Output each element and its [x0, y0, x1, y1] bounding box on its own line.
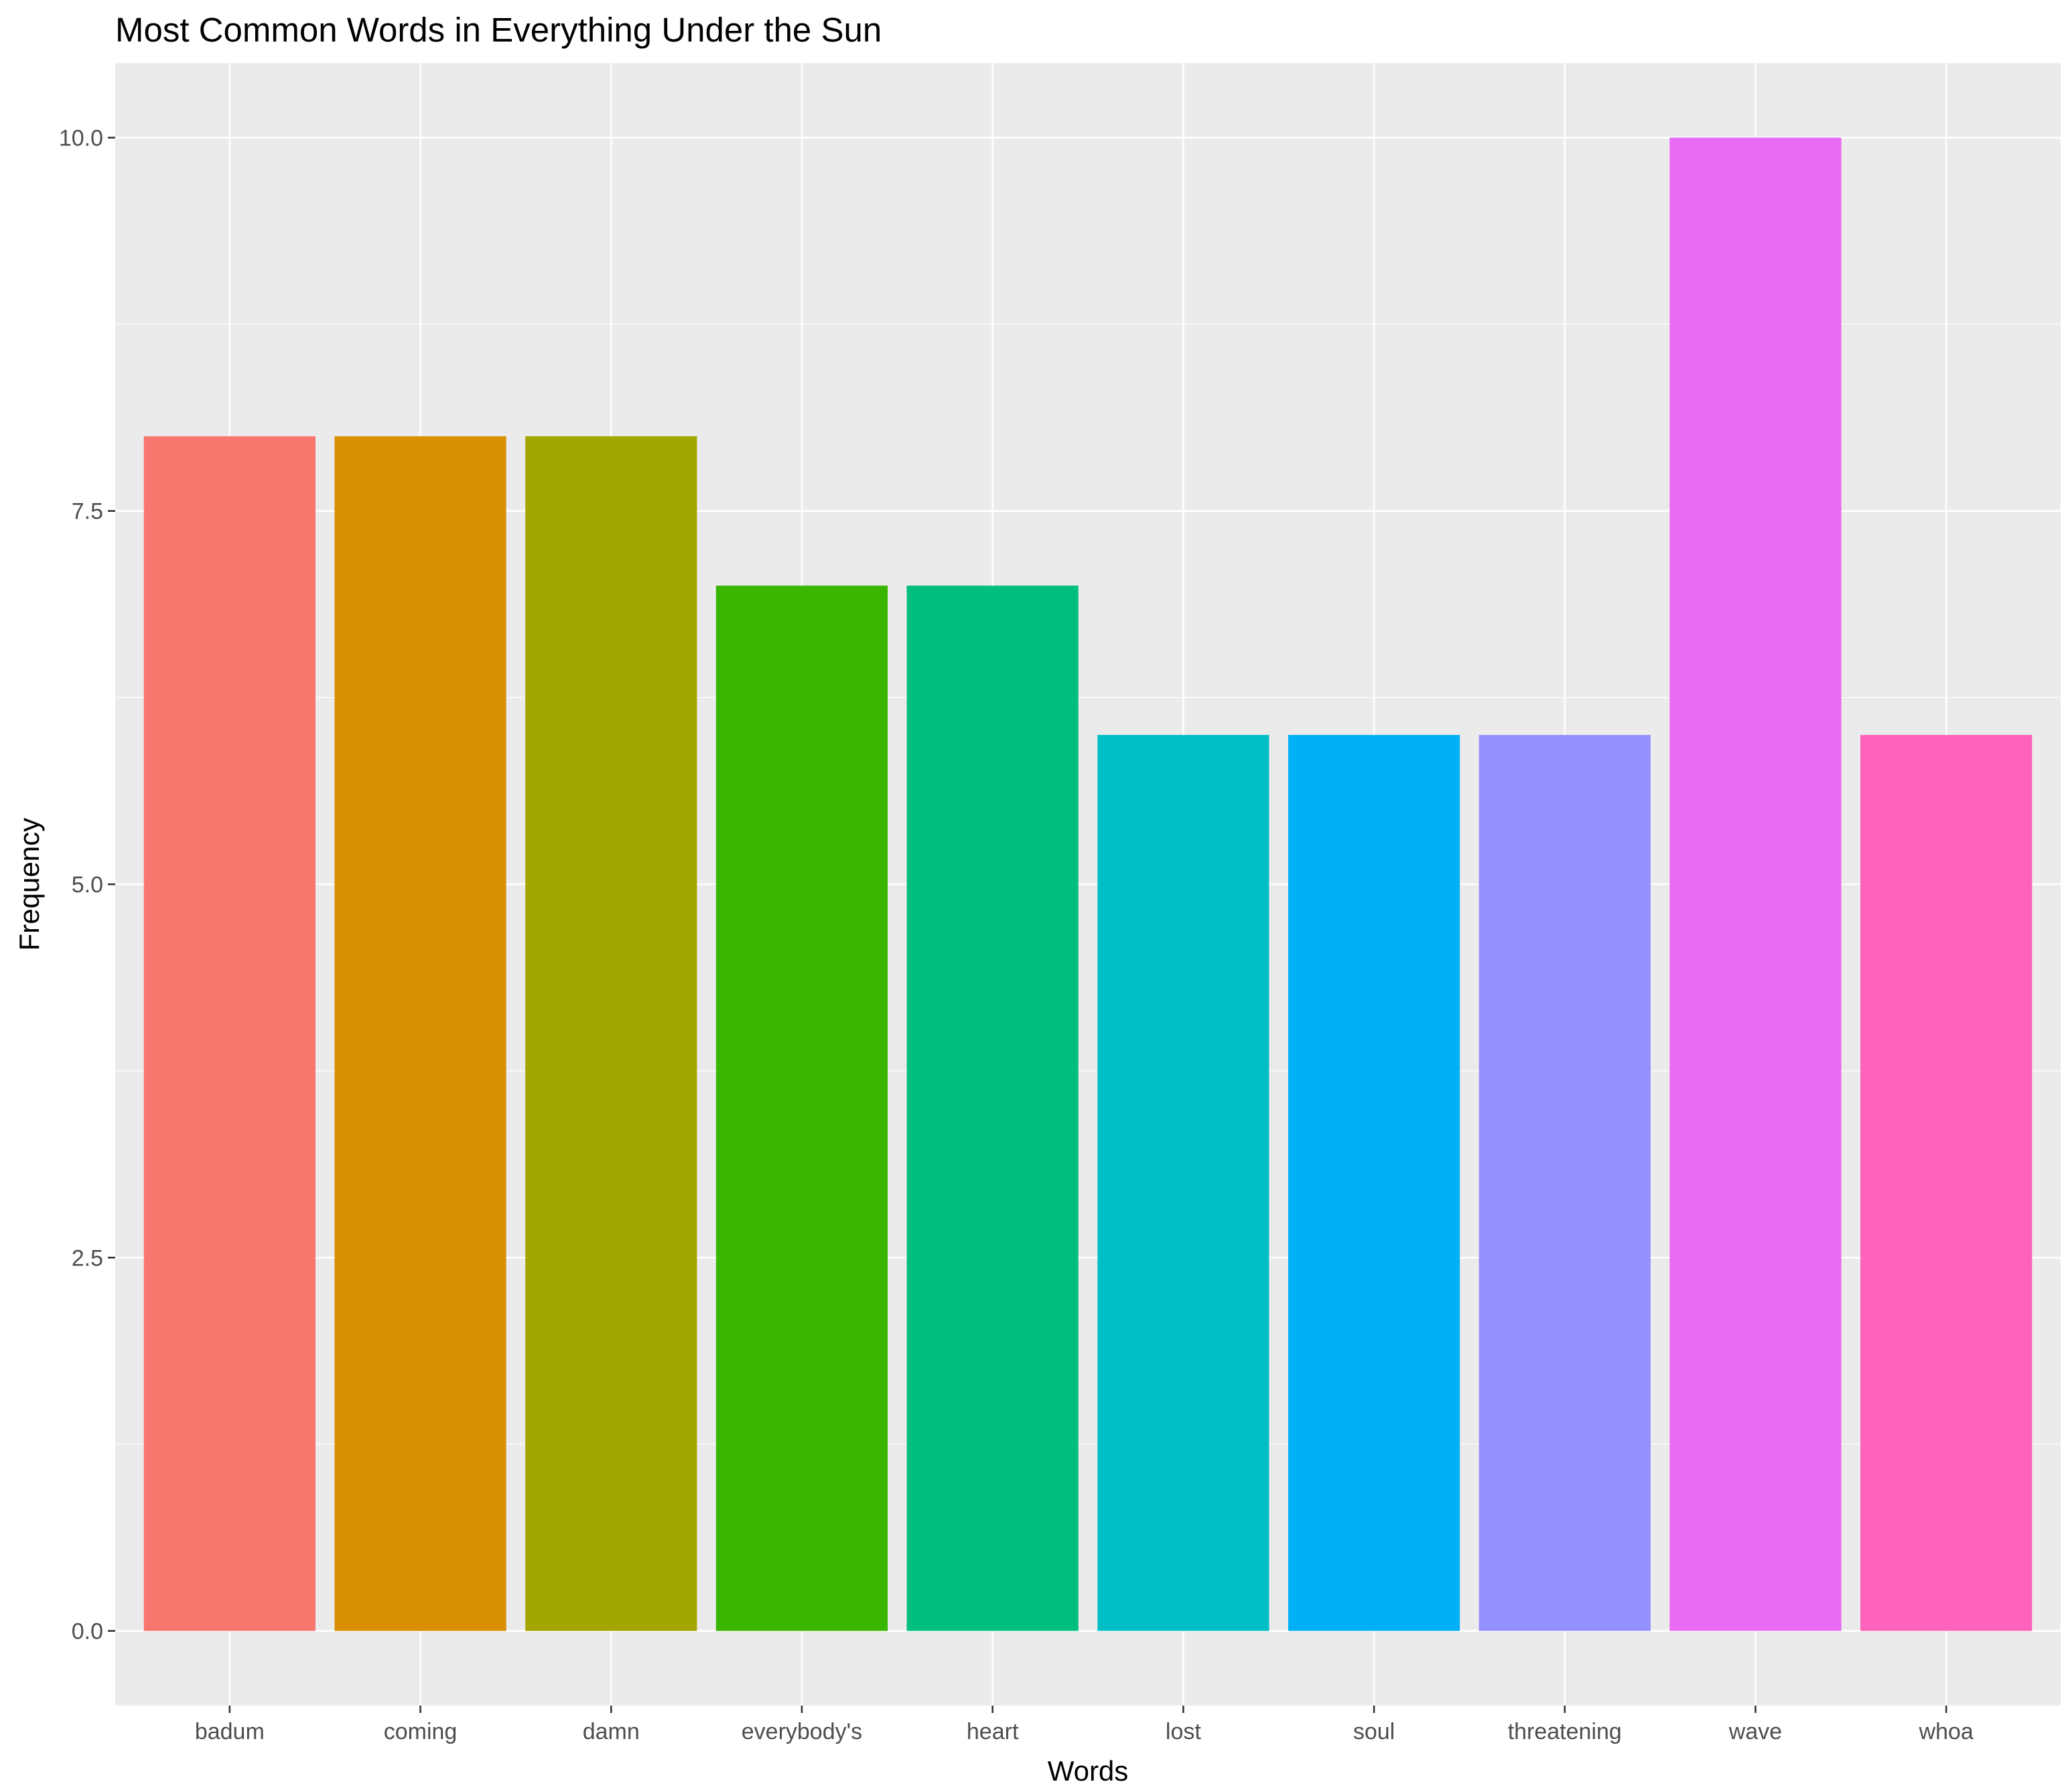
y-tick-label: 0.0 [72, 1619, 103, 1645]
x-axis: badum coming damn everybody's heart lost soul t… [195, 1706, 1974, 1744]
x-tick-label: lost [1166, 1719, 1201, 1744]
bars [143, 137, 2033, 1631]
x-tick-label: wave [1728, 1719, 1782, 1744]
x-tick-label: threatening [1508, 1719, 1622, 1744]
bar-damn [525, 436, 697, 1631]
bar-whoa [1860, 735, 2033, 1631]
y-axis: 0.0 2.5 5.0 7.5 10.0 [59, 125, 115, 1645]
bar-heart [906, 585, 1079, 1631]
bar-lost [1097, 735, 1269, 1631]
bar-coming [334, 436, 506, 1631]
y-tick-label: 5.0 [72, 872, 103, 898]
x-tick-label: damn [583, 1719, 640, 1744]
bar-wave [1669, 137, 1842, 1631]
y-tick-label: 2.5 [72, 1245, 103, 1271]
x-tick-label: whoa [1919, 1719, 1974, 1744]
chart-title: Most Common Words in Everything Under th… [115, 11, 882, 49]
y-tick-label: 7.5 [72, 499, 103, 525]
x-tick-label: everybody's [742, 1719, 862, 1744]
y-tick-label: 10.0 [59, 125, 103, 151]
bar-soul [1288, 735, 1460, 1631]
x-tick-label: coming [384, 1719, 458, 1744]
bar-everybody-s [715, 585, 888, 1631]
bar-threatening [1478, 735, 1651, 1631]
y-axis-title: Frequency [13, 818, 45, 951]
x-tick-label: soul [1353, 1719, 1395, 1744]
x-axis-title: Words [1048, 1755, 1129, 1787]
bar-badum [143, 436, 316, 1631]
x-tick-label: badum [195, 1719, 265, 1744]
x-tick-label: heart [967, 1719, 1019, 1744]
